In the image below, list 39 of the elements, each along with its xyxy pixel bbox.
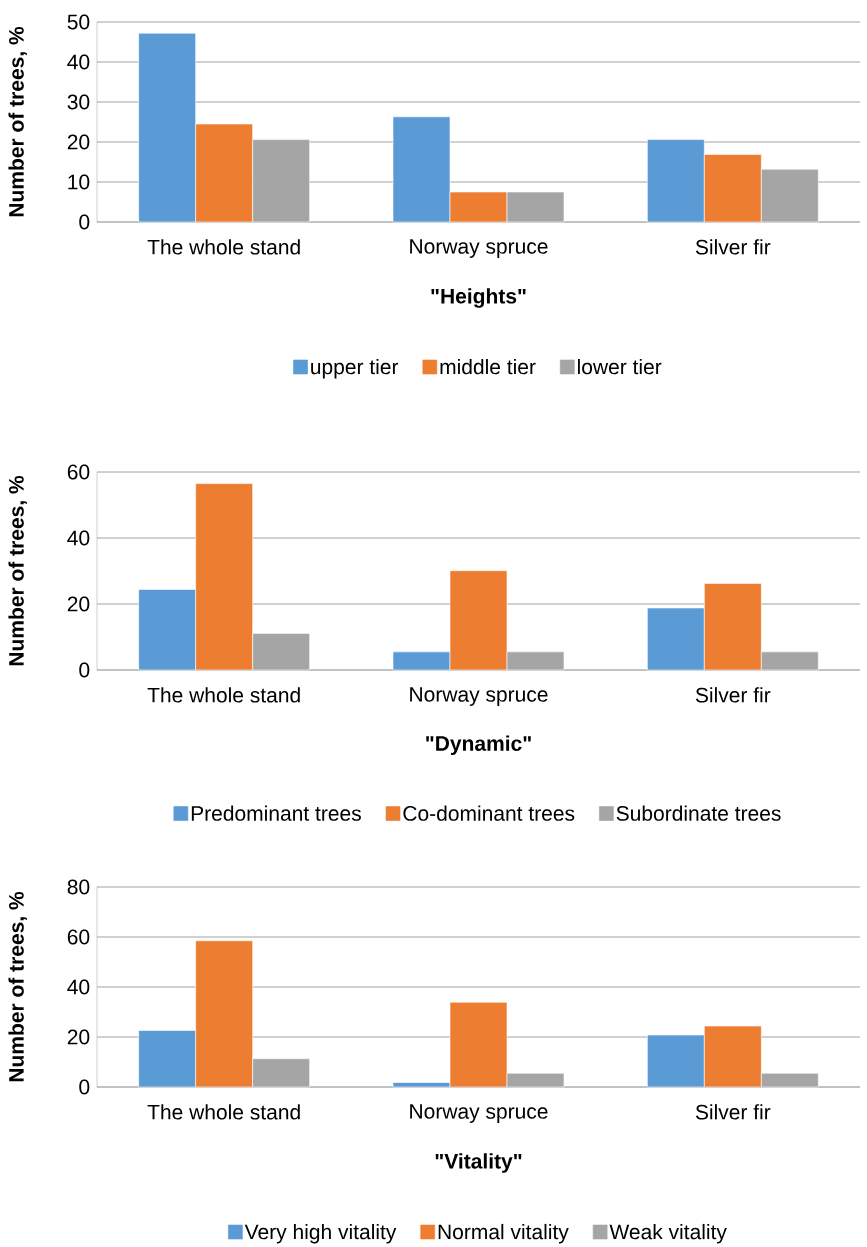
x-tick-label: Norway spruce [410, 1104, 548, 1123]
x-axis-title: "Heights" [431, 288, 526, 308]
y-tick-label: 20 [68, 1029, 90, 1045]
y-tick-label: 0 [79, 662, 90, 678]
x-tick-label: Norway spruce [410, 239, 548, 258]
legend-label: middle tier [440, 358, 536, 375]
y-tick-label: 80 [67, 879, 90, 895]
y-tick-label: 0 [79, 1079, 90, 1095]
legend-label: upper tier [311, 358, 399, 379]
legend-label: Very high vitality [244, 1223, 397, 1244]
y-tick-label: 0 [79, 214, 90, 230]
y-tick-label: 40 [67, 979, 90, 995]
x-tick-label: Silver fir [696, 239, 771, 255]
x-tick-label: The whole stand [147, 687, 300, 703]
x-axis-title: "Vitality" [435, 1153, 522, 1173]
y-tick-label: 60 [68, 464, 90, 480]
x-tick-label: Norway spruce [410, 687, 548, 706]
y-axis-title: Number of trees, % [8, 475, 28, 666]
x-axis-title: "Dynamic" [426, 735, 532, 756]
y-tick-label: 40 [67, 530, 90, 546]
legend-label: Subordinate trees [616, 805, 781, 821]
legend-label: Weak vitality [609, 1223, 728, 1244]
y-tick-label: 60 [68, 929, 90, 945]
y-tick-label: 20 [68, 596, 90, 612]
y-tick-label: 10 [68, 174, 90, 190]
y-tick-label: 30 [67, 94, 90, 110]
legend-label: Normal vitality [438, 1223, 569, 1244]
y-tick-label: 20 [68, 134, 90, 150]
y-axis-title: Number of trees, % [8, 26, 28, 217]
y-tick-label: 50 [67, 14, 90, 30]
legend-label: Predominant trees [192, 805, 362, 821]
x-tick-label: The whole stand [147, 1104, 300, 1120]
x-tick-label: Silver fir [696, 687, 771, 703]
x-tick-label: The whole stand [147, 239, 300, 255]
y-axis-title: Number of trees, % [8, 891, 28, 1082]
legend-label: lower tier [578, 358, 662, 375]
x-tick-label: Silver fir [696, 1104, 771, 1120]
legend-label: Co-dominant trees [403, 805, 575, 821]
y-tick-label: 40 [67, 54, 90, 70]
